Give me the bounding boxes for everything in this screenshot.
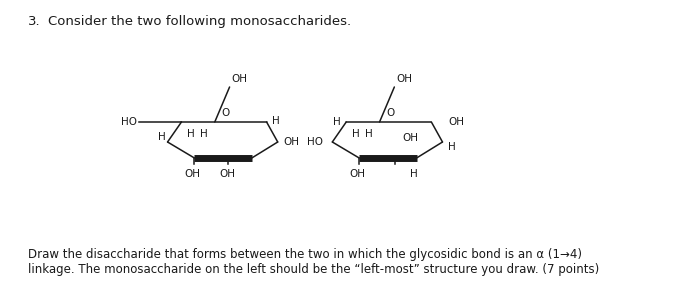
Text: OH: OH (402, 133, 419, 143)
Text: OH: OH (448, 117, 464, 127)
Text: O: O (386, 108, 395, 118)
Text: H: H (199, 129, 207, 139)
Text: H: H (448, 142, 456, 152)
Text: OH: OH (396, 74, 412, 84)
Text: Consider the two following monosaccharides.: Consider the two following monosaccharid… (48, 15, 351, 28)
Text: H: H (365, 129, 372, 139)
Text: HO: HO (307, 137, 323, 147)
Text: H: H (410, 169, 418, 179)
Text: HO: HO (121, 117, 137, 127)
Text: OH: OH (220, 169, 236, 179)
Text: OH: OH (349, 169, 365, 179)
Text: O: O (222, 108, 230, 118)
Text: OH: OH (232, 74, 247, 84)
Text: 3.: 3. (28, 15, 41, 28)
Text: Draw the disaccharide that forms between the two in which the glycosidic bond is: Draw the disaccharide that forms between… (28, 248, 582, 261)
Text: H: H (272, 116, 280, 126)
Text: H: H (158, 132, 166, 142)
Text: OH: OH (185, 169, 200, 179)
Text: linkage. The monosaccharide on the left should be the “left-most” structure you : linkage. The monosaccharide on the left … (28, 263, 599, 276)
Text: H: H (187, 129, 195, 139)
Text: OH: OH (284, 137, 300, 147)
Text: H: H (333, 117, 341, 127)
Text: H: H (351, 129, 359, 139)
